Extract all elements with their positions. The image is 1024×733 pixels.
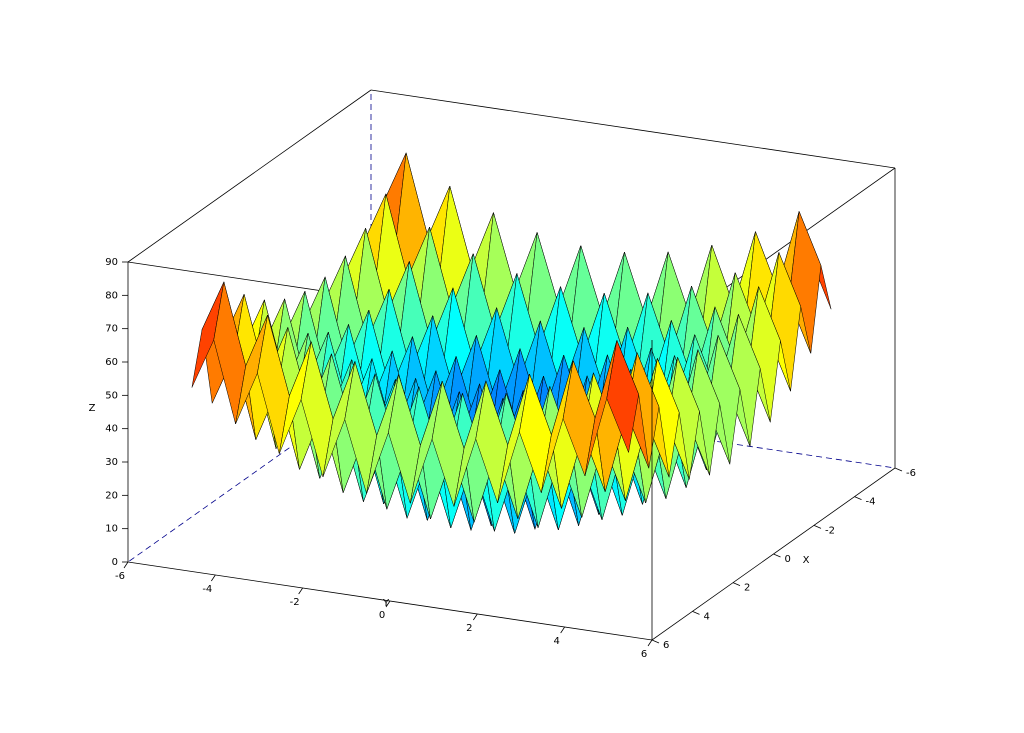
z-tick-label: 20 [105,490,118,501]
box-edge [127,89,372,263]
x-tick-label: -6 [906,468,916,479]
y-tick-label: -2 [290,597,300,608]
x-axis-label: X [803,555,810,566]
z-tick-label: 70 [105,324,118,335]
y-tick [123,561,129,569]
x-tick-label: -2 [825,525,835,536]
y-tick [473,613,478,621]
y-tick [647,639,653,647]
z-tick-label: 80 [105,290,118,301]
y-tick-label: 4 [553,636,559,647]
x-tick-label: 4 [704,611,710,622]
z-tick-label: 0 [112,557,118,568]
x-tick [773,553,781,558]
z-tick-label: 40 [105,424,118,435]
x-tick-label: -4 [866,497,876,508]
z-axis-label: Z [89,403,96,414]
x-tick-label: 2 [744,583,750,594]
y-tick [298,587,303,595]
z-tick-label: 30 [105,457,118,468]
y-tick [211,574,216,582]
x-tick-label: 0 [785,554,791,565]
x-tick [692,610,700,615]
y-tick-label: -6 [115,571,125,582]
z-tick-label: 50 [105,390,118,401]
x-tick [894,467,903,472]
surface [191,152,832,534]
box-edge [370,89,896,169]
x-tick [854,496,862,501]
x-tick [651,639,660,644]
y-axis-label: Y [382,598,390,609]
y-tick [385,600,391,608]
y-tick-label: 6 [641,649,647,660]
z-tick-label: 10 [105,524,118,535]
x-tick [732,582,741,587]
z-tick-label: 90 [105,257,118,268]
x-tick-label: 6 [663,640,669,651]
box-front: 0 10 20 30 40 50 60 70 80 90 -6 -4 -2 0 2 4 6 -6 -4 -2 0 2 4 6 Z… [89,257,916,660]
z-tick-label: 60 [105,357,118,368]
y-tick-label: 0 [379,610,385,621]
y-tick-label: 2 [466,623,472,634]
y-tick [560,626,565,634]
y-tick-label: -4 [202,584,212,595]
x-tick [813,524,822,529]
surface-facet [606,339,639,454]
